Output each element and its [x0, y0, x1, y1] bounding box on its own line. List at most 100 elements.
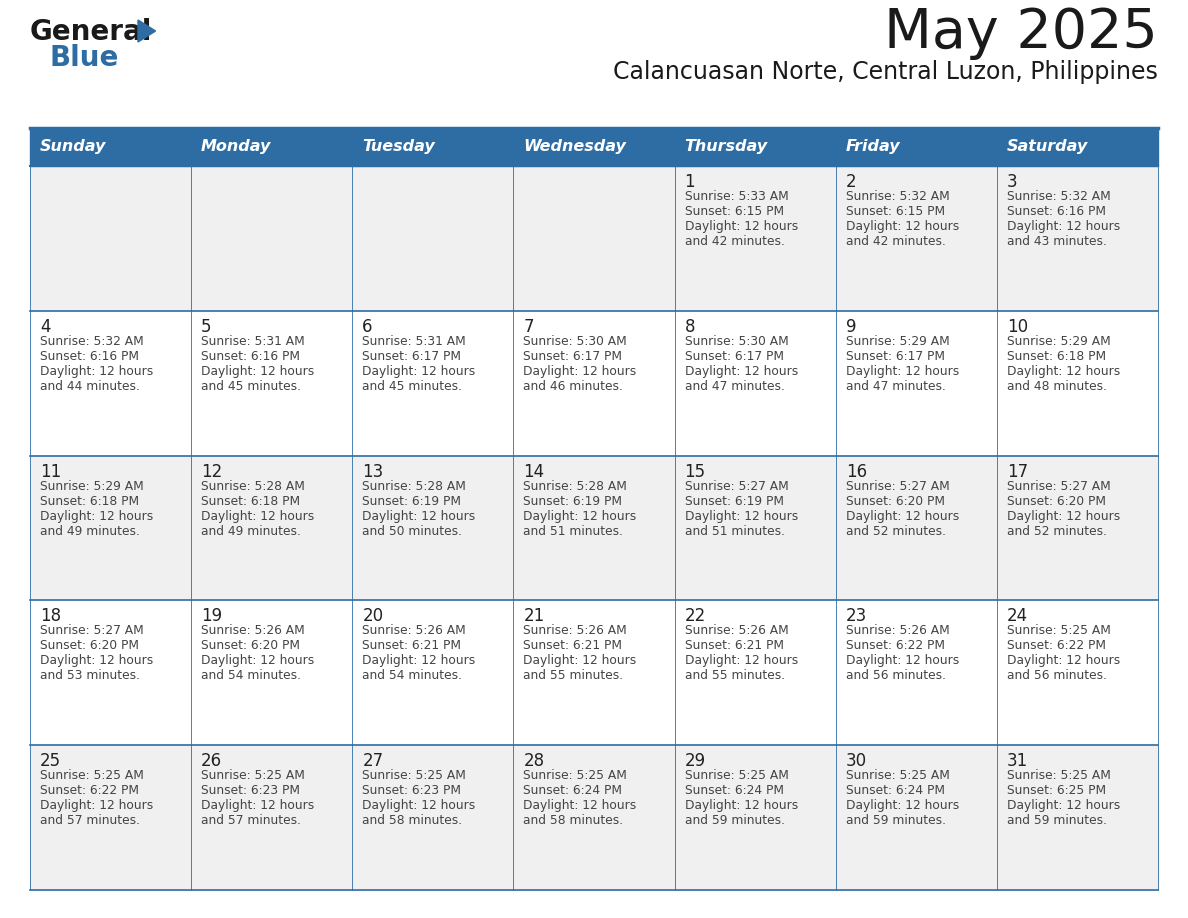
Text: and 44 minutes.: and 44 minutes. — [40, 380, 140, 393]
Text: and 53 minutes.: and 53 minutes. — [40, 669, 140, 682]
Text: 17: 17 — [1007, 463, 1028, 481]
Text: Sunrise: 5:32 AM: Sunrise: 5:32 AM — [846, 190, 949, 203]
Text: and 48 minutes.: and 48 minutes. — [1007, 380, 1107, 393]
Text: Sunrise: 5:25 AM: Sunrise: 5:25 AM — [524, 769, 627, 782]
Text: Daylight: 12 hours: Daylight: 12 hours — [684, 364, 798, 378]
Text: Sunset: 6:20 PM: Sunset: 6:20 PM — [1007, 495, 1106, 508]
Text: and 59 minutes.: and 59 minutes. — [1007, 814, 1107, 827]
Text: 15: 15 — [684, 463, 706, 481]
Text: Daylight: 12 hours: Daylight: 12 hours — [1007, 364, 1120, 378]
Text: Sunrise: 5:25 AM: Sunrise: 5:25 AM — [201, 769, 305, 782]
Text: Sunrise: 5:27 AM: Sunrise: 5:27 AM — [1007, 479, 1111, 493]
Bar — [30, 166, 1158, 311]
Text: and 55 minutes.: and 55 minutes. — [524, 669, 624, 682]
Text: Sunset: 6:23 PM: Sunset: 6:23 PM — [362, 784, 461, 797]
Text: Daylight: 12 hours: Daylight: 12 hours — [684, 220, 798, 233]
Text: Sunset: 6:18 PM: Sunset: 6:18 PM — [40, 495, 139, 508]
Text: Sunset: 6:19 PM: Sunset: 6:19 PM — [524, 495, 623, 508]
Text: and 42 minutes.: and 42 minutes. — [684, 235, 784, 248]
Text: Daylight: 12 hours: Daylight: 12 hours — [362, 509, 475, 522]
Text: Sunset: 6:22 PM: Sunset: 6:22 PM — [1007, 640, 1106, 653]
Text: Daylight: 12 hours: Daylight: 12 hours — [1007, 800, 1120, 812]
Text: Daylight: 12 hours: Daylight: 12 hours — [684, 800, 798, 812]
Text: Sunrise: 5:26 AM: Sunrise: 5:26 AM — [201, 624, 305, 637]
Text: Sunrise: 5:28 AM: Sunrise: 5:28 AM — [524, 479, 627, 493]
Text: Sunrise: 5:28 AM: Sunrise: 5:28 AM — [362, 479, 466, 493]
Text: 21: 21 — [524, 608, 544, 625]
Text: and 47 minutes.: and 47 minutes. — [846, 380, 946, 393]
Text: 13: 13 — [362, 463, 384, 481]
Text: Sunset: 6:16 PM: Sunset: 6:16 PM — [1007, 205, 1106, 218]
Text: Sunrise: 5:32 AM: Sunrise: 5:32 AM — [1007, 190, 1111, 203]
Text: Sunset: 6:19 PM: Sunset: 6:19 PM — [684, 495, 784, 508]
Text: Sunrise: 5:31 AM: Sunrise: 5:31 AM — [201, 335, 305, 348]
Text: Daylight: 12 hours: Daylight: 12 hours — [684, 509, 798, 522]
Text: Wednesday: Wednesday — [524, 140, 626, 154]
Text: Daylight: 12 hours: Daylight: 12 hours — [846, 364, 959, 378]
Text: and 52 minutes.: and 52 minutes. — [1007, 524, 1107, 538]
Text: and 57 minutes.: and 57 minutes. — [201, 814, 301, 827]
Text: Daylight: 12 hours: Daylight: 12 hours — [362, 655, 475, 667]
Text: Sunset: 6:15 PM: Sunset: 6:15 PM — [684, 205, 784, 218]
Text: Sunset: 6:24 PM: Sunset: 6:24 PM — [684, 784, 784, 797]
Text: and 49 minutes.: and 49 minutes. — [40, 524, 140, 538]
Text: Sunset: 6:15 PM: Sunset: 6:15 PM — [846, 205, 944, 218]
Text: Sunset: 6:21 PM: Sunset: 6:21 PM — [684, 640, 784, 653]
Text: and 59 minutes.: and 59 minutes. — [846, 814, 946, 827]
Text: 6: 6 — [362, 318, 373, 336]
Text: Sunrise: 5:29 AM: Sunrise: 5:29 AM — [1007, 335, 1111, 348]
Text: 20: 20 — [362, 608, 384, 625]
Text: and 55 minutes.: and 55 minutes. — [684, 669, 785, 682]
Text: 9: 9 — [846, 318, 857, 336]
Text: Sunset: 6:21 PM: Sunset: 6:21 PM — [362, 640, 461, 653]
Text: Sunset: 6:16 PM: Sunset: 6:16 PM — [40, 350, 139, 363]
Text: Sunset: 6:25 PM: Sunset: 6:25 PM — [1007, 784, 1106, 797]
Bar — [30, 128, 1158, 166]
Text: Sunrise: 5:32 AM: Sunrise: 5:32 AM — [40, 335, 144, 348]
Text: General: General — [30, 18, 152, 46]
Text: Sunrise: 5:26 AM: Sunrise: 5:26 AM — [684, 624, 789, 637]
Text: Daylight: 12 hours: Daylight: 12 hours — [846, 509, 959, 522]
Text: 2: 2 — [846, 173, 857, 191]
Bar — [30, 455, 1158, 600]
Text: Sunrise: 5:33 AM: Sunrise: 5:33 AM — [684, 190, 789, 203]
Text: Daylight: 12 hours: Daylight: 12 hours — [524, 655, 637, 667]
Text: Sunset: 6:17 PM: Sunset: 6:17 PM — [362, 350, 461, 363]
Text: Saturday: Saturday — [1007, 140, 1088, 154]
Text: 4: 4 — [40, 318, 51, 336]
Text: 18: 18 — [40, 608, 61, 625]
Text: Sunset: 6:23 PM: Sunset: 6:23 PM — [201, 784, 301, 797]
Text: and 51 minutes.: and 51 minutes. — [524, 524, 624, 538]
Text: Daylight: 12 hours: Daylight: 12 hours — [1007, 655, 1120, 667]
Text: Sunset: 6:17 PM: Sunset: 6:17 PM — [524, 350, 623, 363]
Text: 11: 11 — [40, 463, 62, 481]
Text: and 42 minutes.: and 42 minutes. — [846, 235, 946, 248]
Text: 22: 22 — [684, 608, 706, 625]
Text: and 43 minutes.: and 43 minutes. — [1007, 235, 1107, 248]
Text: Sunrise: 5:30 AM: Sunrise: 5:30 AM — [524, 335, 627, 348]
Text: Sunset: 6:17 PM: Sunset: 6:17 PM — [846, 350, 944, 363]
Text: 19: 19 — [201, 608, 222, 625]
Text: Sunset: 6:16 PM: Sunset: 6:16 PM — [201, 350, 301, 363]
Text: Sunset: 6:24 PM: Sunset: 6:24 PM — [846, 784, 944, 797]
Text: and 59 minutes.: and 59 minutes. — [684, 814, 784, 827]
Text: Daylight: 12 hours: Daylight: 12 hours — [40, 655, 153, 667]
Text: 25: 25 — [40, 752, 61, 770]
Text: 12: 12 — [201, 463, 222, 481]
Text: Daylight: 12 hours: Daylight: 12 hours — [684, 655, 798, 667]
Text: Friday: Friday — [846, 140, 901, 154]
Text: Sunset: 6:18 PM: Sunset: 6:18 PM — [201, 495, 301, 508]
Text: Sunset: 6:22 PM: Sunset: 6:22 PM — [40, 784, 139, 797]
Text: Sunrise: 5:25 AM: Sunrise: 5:25 AM — [40, 769, 144, 782]
Text: 14: 14 — [524, 463, 544, 481]
Text: Sunset: 6:18 PM: Sunset: 6:18 PM — [1007, 350, 1106, 363]
Text: Sunrise: 5:29 AM: Sunrise: 5:29 AM — [846, 335, 949, 348]
Text: Sunrise: 5:27 AM: Sunrise: 5:27 AM — [684, 479, 789, 493]
Text: and 56 minutes.: and 56 minutes. — [1007, 669, 1107, 682]
Text: and 58 minutes.: and 58 minutes. — [524, 814, 624, 827]
Text: Daylight: 12 hours: Daylight: 12 hours — [40, 364, 153, 378]
Text: Sunrise: 5:30 AM: Sunrise: 5:30 AM — [684, 335, 789, 348]
Text: Sunrise: 5:27 AM: Sunrise: 5:27 AM — [40, 624, 144, 637]
Text: Sunset: 6:19 PM: Sunset: 6:19 PM — [362, 495, 461, 508]
Text: Daylight: 12 hours: Daylight: 12 hours — [846, 655, 959, 667]
